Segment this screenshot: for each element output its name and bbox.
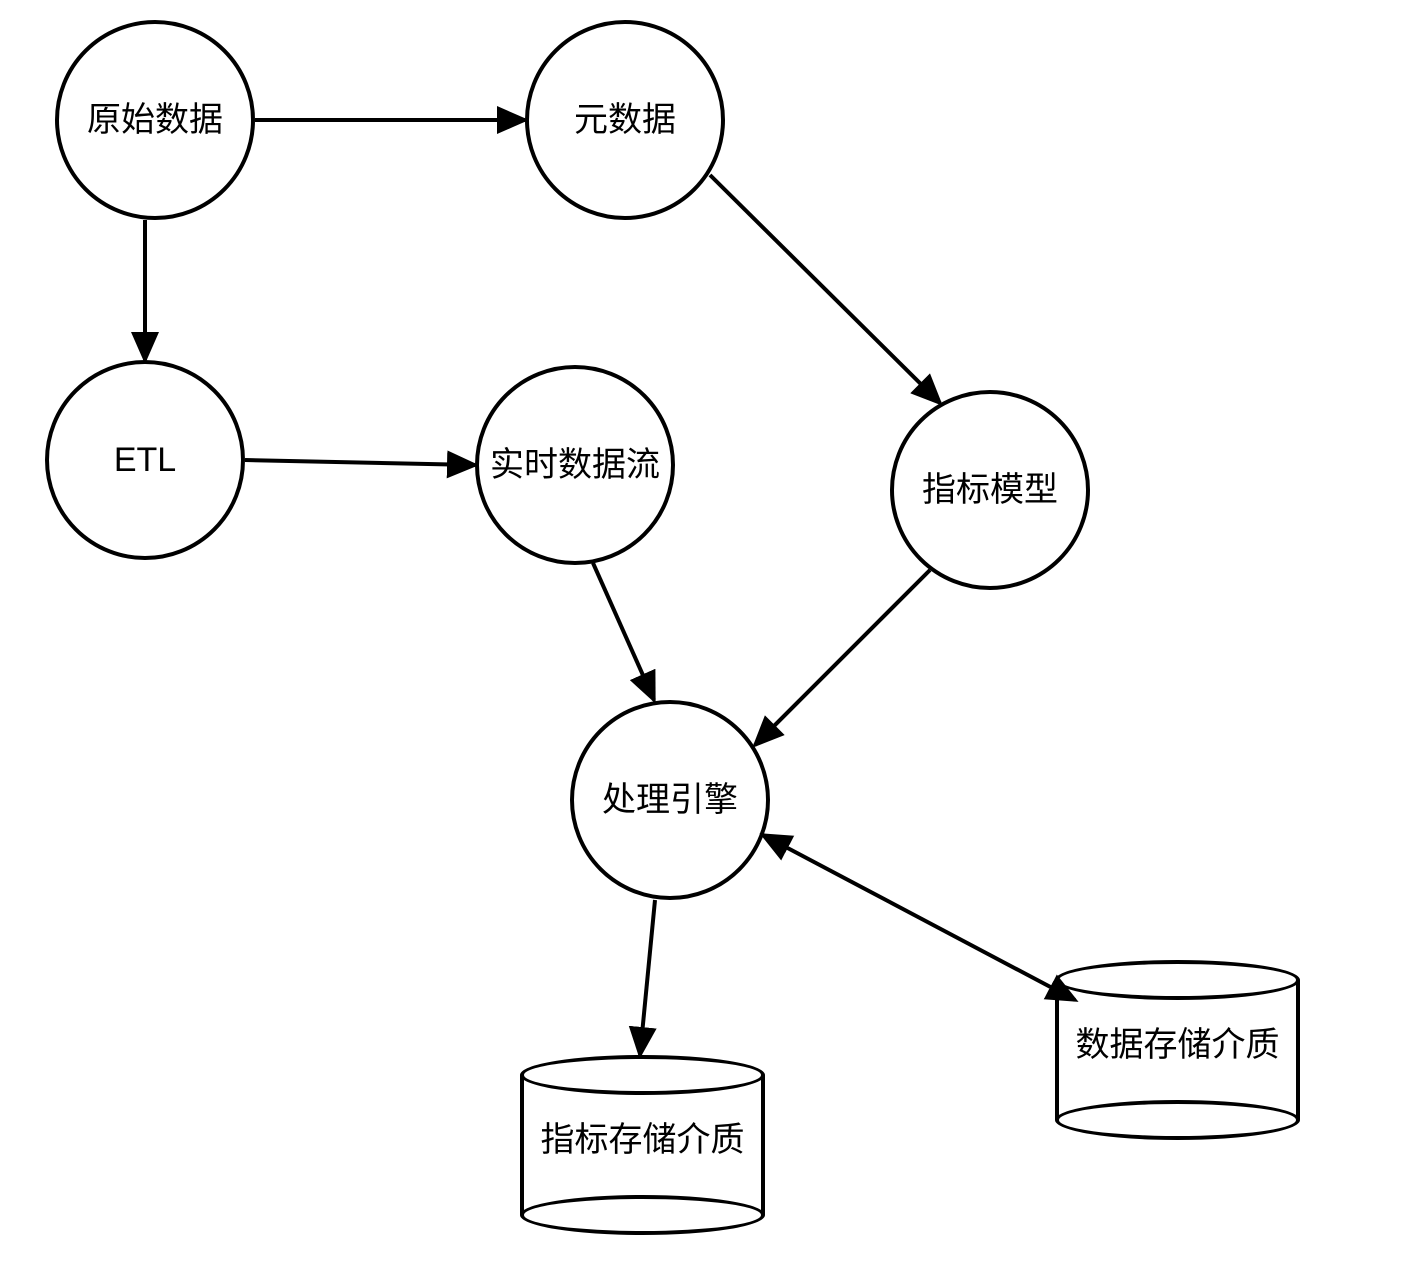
- node-metric-storage-label: 指标存储介质: [520, 1120, 765, 1161]
- node-data-storage: 数据存储介质: [1055, 960, 1300, 1140]
- node-realtime-stream: 实时数据流: [475, 365, 675, 565]
- node-metadata: 元数据: [525, 20, 725, 220]
- node-metadata-label: 元数据: [574, 100, 676, 141]
- flowchart-diagram: 原始数据 元数据 ETL 实时数据流 指标模型 处理引擎 指标存储介质 数据存储…: [0, 0, 1418, 1267]
- node-metric-model: 指标模型: [890, 390, 1090, 590]
- node-process-engine-label: 处理引擎: [602, 780, 738, 821]
- edge-metricmodel-processengine: [755, 570, 930, 745]
- node-etl-label: ETL: [114, 440, 176, 481]
- edge-metadata-metricmodel: [710, 175, 940, 403]
- edge-etl-realtime: [245, 460, 475, 465]
- edge-processengine-metricstorage: [640, 900, 655, 1055]
- node-realtime-stream-label: 实时数据流: [490, 445, 660, 486]
- node-raw-data: 原始数据: [55, 20, 255, 220]
- node-process-engine: 处理引擎: [570, 700, 770, 900]
- node-raw-data-label: 原始数据: [87, 100, 223, 141]
- node-etl: ETL: [45, 360, 245, 560]
- node-metric-model-label: 指标模型: [922, 470, 1058, 511]
- node-metric-storage: 指标存储介质: [520, 1055, 765, 1235]
- edge-processengine-datastorage: [763, 835, 1075, 1000]
- edge-realtime-processengine: [593, 563, 654, 700]
- node-data-storage-label: 数据存储介质: [1055, 1025, 1300, 1066]
